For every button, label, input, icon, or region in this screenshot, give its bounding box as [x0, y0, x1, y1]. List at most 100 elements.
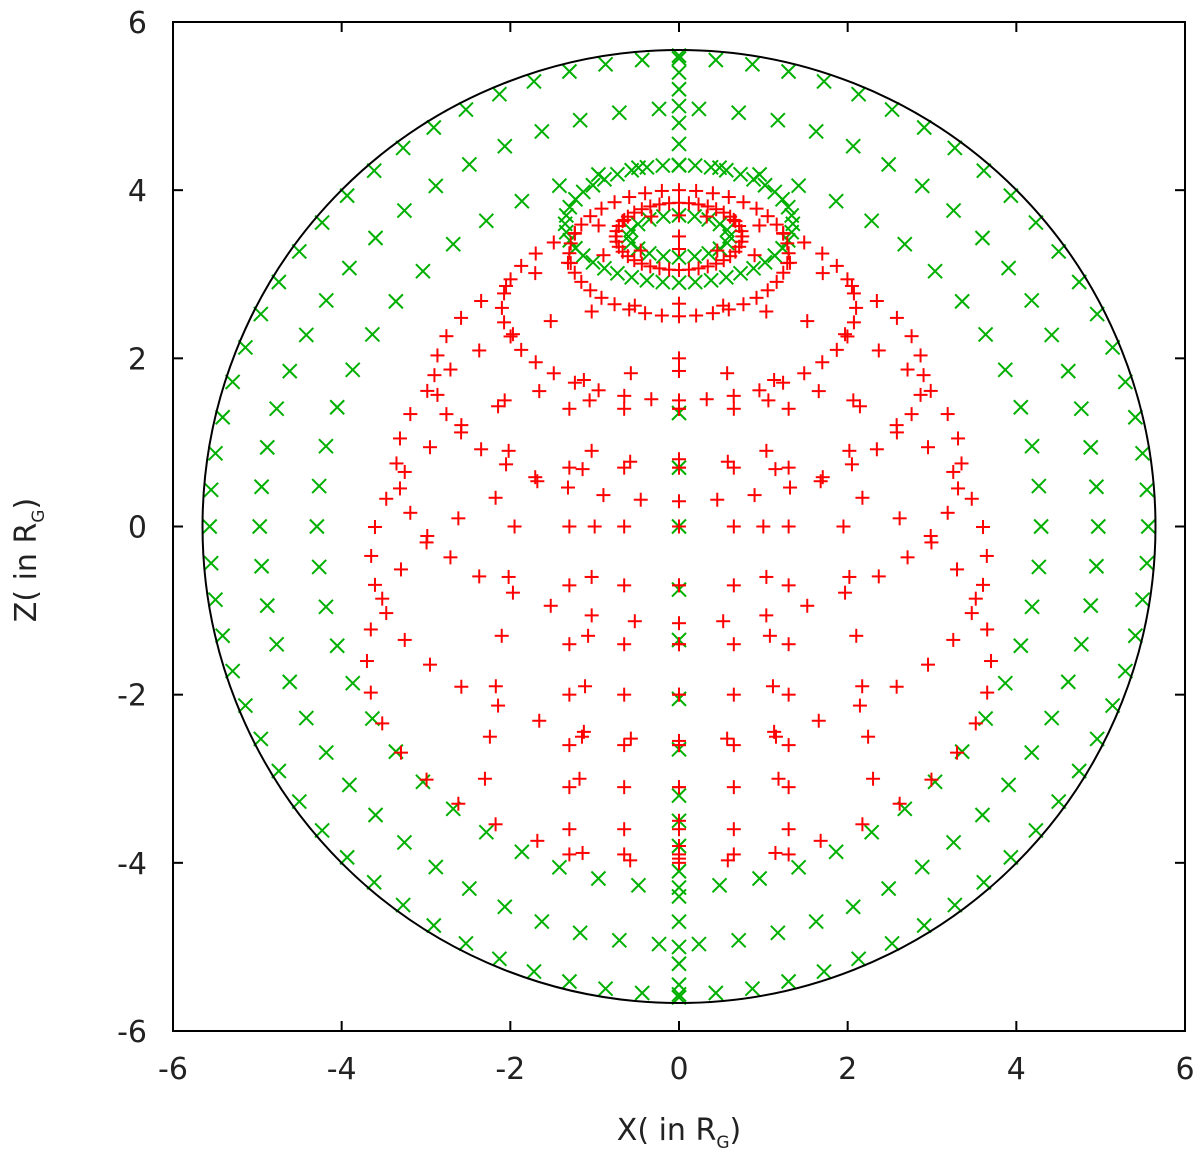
red-plus-marker — [419, 535, 434, 550]
green-cross-marker — [671, 98, 687, 114]
green-cross-marker — [671, 913, 687, 930]
green-cross-marker — [415, 774, 431, 790]
green-cross-marker — [309, 518, 325, 535]
green-cross-marker — [1073, 636, 1090, 652]
green-cross-marker — [639, 159, 655, 176]
red-plus-marker — [699, 392, 714, 407]
red-plus-marker — [596, 488, 611, 503]
green-cross-marker — [708, 985, 724, 1001]
green-cross-marker — [1028, 214, 1044, 231]
green-cross-marker — [318, 438, 334, 454]
red-plus-marker — [781, 637, 796, 652]
green-cross-marker — [597, 56, 614, 73]
green-cross-marker — [863, 824, 880, 840]
red-plus-marker — [617, 637, 632, 652]
red-plus-marker — [652, 197, 667, 212]
red-plus-marker — [672, 242, 686, 257]
green-cross-marker — [339, 187, 355, 204]
red-plus-marker — [849, 628, 864, 643]
green-cross-marker — [491, 86, 508, 102]
red-plus-marker — [397, 632, 412, 647]
red-plus-marker — [672, 637, 686, 652]
red-plus-marker — [403, 505, 418, 520]
green-cross-marker — [282, 363, 298, 379]
green-cross-marker — [585, 254, 601, 271]
red-plus-marker — [672, 519, 686, 534]
green-cross-marker — [783, 207, 800, 224]
red-plus-marker — [800, 314, 815, 329]
green-cross-marker — [339, 849, 355, 866]
red-plus-marker — [623, 454, 638, 469]
red-plus-marker — [716, 205, 731, 220]
red-plus-marker — [403, 407, 418, 422]
green-cross-marker — [259, 439, 275, 456]
y-tick-label: -6 — [117, 1015, 147, 1050]
red-plus-marker — [430, 348, 445, 363]
red-plus-marker — [759, 569, 774, 584]
green-cross-marker — [311, 559, 327, 575]
red-plus-marker — [575, 845, 590, 860]
green-cross-marker — [808, 123, 824, 140]
green-cross-marker — [671, 888, 687, 905]
green-cross-marker — [491, 951, 508, 967]
green-cross-marker — [1024, 438, 1040, 454]
green-cross-marker — [745, 260, 762, 276]
red-plus-marker — [726, 637, 741, 652]
x-tick-label: 6 — [1175, 1052, 1194, 1087]
red-plus-marker — [760, 209, 775, 224]
green-cross-marker — [445, 236, 461, 252]
green-cross-marker — [1139, 555, 1155, 571]
green-cross-marker — [947, 140, 963, 156]
red-plus-marker — [866, 771, 881, 786]
red-plus-marker — [451, 511, 466, 526]
green-cross-marker — [318, 744, 334, 761]
red-plus-marker — [721, 190, 736, 205]
green-cross-marker — [1043, 710, 1060, 726]
green-cross-marker — [1088, 479, 1105, 495]
red-plus-marker — [488, 490, 503, 505]
red-plus-marker — [913, 348, 928, 363]
red-plus-marker — [749, 201, 764, 216]
green-cross-marker — [880, 156, 897, 173]
green-cross-marker — [671, 863, 687, 879]
green-cross-marker — [630, 877, 647, 893]
red-plus-marker — [950, 562, 965, 577]
red-plus-marker — [474, 294, 489, 309]
green-cross-marker — [253, 558, 270, 574]
red-plus-marker — [869, 294, 884, 309]
green-cross-marker — [914, 178, 930, 194]
red-plus-marker — [638, 306, 653, 321]
red-plus-marker — [591, 383, 606, 398]
green-cross-marker — [314, 822, 330, 839]
red-plus-marker — [781, 519, 796, 534]
red-plus-marker — [662, 196, 677, 211]
red-plus-marker — [454, 679, 469, 694]
red-plus-marker — [672, 616, 686, 631]
green-cross-marker — [780, 199, 796, 215]
green-cross-marker — [345, 362, 361, 378]
green-cross-marker — [719, 235, 735, 251]
green-cross-marker — [780, 973, 797, 990]
red-plus-marker — [397, 464, 412, 479]
red-plus-marker — [514, 258, 529, 273]
green-cross-marker — [916, 917, 932, 934]
red-plus-marker — [562, 460, 577, 475]
red-plus-marker — [562, 519, 577, 534]
red-plus-marker — [781, 578, 796, 593]
red-plus-marker — [842, 443, 857, 458]
red-plus-marker — [964, 606, 979, 621]
red-plus-marker — [419, 772, 434, 787]
green-cross-marker — [687, 157, 703, 174]
red-plus-marker — [720, 731, 735, 746]
x-tick-label: -4 — [327, 1052, 357, 1087]
red-plus-marker — [842, 569, 857, 584]
green-cross-marker — [1050, 243, 1067, 260]
green-cross-marker — [585, 177, 601, 193]
red-plus-marker — [633, 492, 648, 507]
red-plus-marker — [562, 687, 577, 702]
green-cross-marker — [1117, 374, 1134, 390]
red-plus-marker — [363, 622, 378, 637]
green-cross-marker — [426, 917, 442, 934]
green-cross-marker — [291, 243, 308, 260]
